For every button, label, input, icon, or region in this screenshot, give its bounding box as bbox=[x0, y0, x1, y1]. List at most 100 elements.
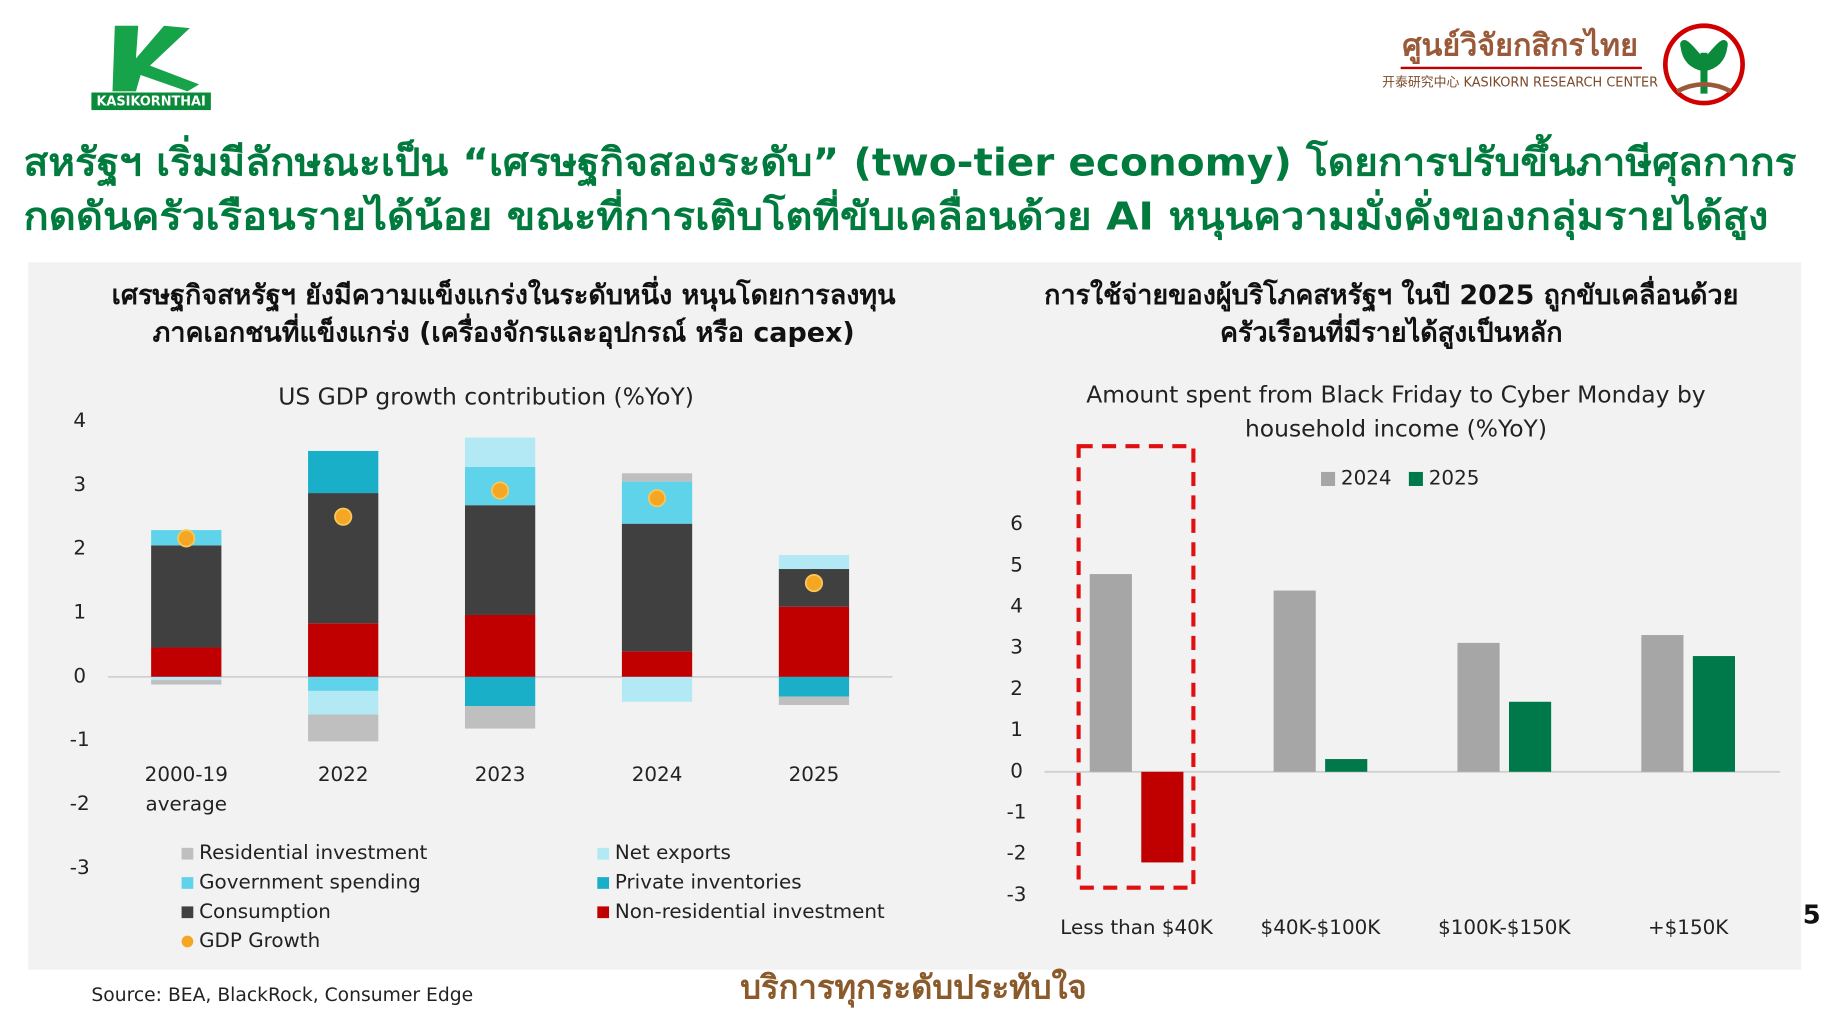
kasikorn-logo: KASIKORNTHAI bbox=[91, 25, 211, 111]
bar-segment bbox=[621, 523, 693, 652]
bar-segment bbox=[778, 676, 850, 697]
y-tick-label: 2 bbox=[1010, 677, 1023, 700]
page-number: 5 bbox=[1803, 900, 1821, 930]
bar-segment bbox=[621, 651, 693, 677]
y-tick-label: 3 bbox=[1010, 636, 1023, 659]
legend-swatch bbox=[597, 906, 610, 919]
bar-segment bbox=[778, 554, 850, 570]
gdp-marker bbox=[647, 489, 667, 508]
x-tick-label: $100K-$150K bbox=[1438, 916, 1571, 939]
source: Source: BEA, BlackRock, Consumer Edge bbox=[91, 985, 473, 1006]
x-tick-label-box: 2025 bbox=[788, 763, 840, 787]
bar-segment bbox=[308, 690, 379, 715]
bar-segment bbox=[464, 505, 536, 615]
legend-label: Residential investment bbox=[199, 841, 427, 864]
bar-segment bbox=[308, 676, 379, 691]
bar-segment bbox=[621, 473, 693, 482]
slogan: บริการทุกระดับประทับใจ bbox=[740, 968, 1087, 1009]
legend-label: Consumption bbox=[199, 900, 331, 923]
chart-title: Amount spent from Black Friday to Cyber … bbox=[1086, 380, 1706, 408]
bar-segment bbox=[308, 623, 379, 677]
bar-segment bbox=[151, 680, 222, 685]
panel-heading: เศรษฐกิจสหรัฐฯ ยังมีความแข็งแกร่งในระดับ… bbox=[112, 275, 896, 313]
x-tick-label: 2024 bbox=[631, 763, 683, 787]
legend-swatch bbox=[597, 847, 610, 860]
bar-segment bbox=[151, 647, 222, 677]
bar-segment bbox=[464, 676, 536, 707]
bar-segment bbox=[151, 676, 222, 681]
bar bbox=[1508, 701, 1552, 772]
research-center-thai: ศูนย์วิจัยกสิกรไทย bbox=[1402, 27, 1638, 64]
bar bbox=[1692, 656, 1736, 772]
bar bbox=[1141, 771, 1184, 863]
panel-heading: ครัวเรือนที่มีรายได้สูงเป็นหลัก bbox=[1220, 312, 1563, 349]
y-tick-label: 0 bbox=[73, 664, 86, 687]
legend-label: Government spending bbox=[199, 870, 421, 893]
panel-heading: ภาคเอกชนที่แข็งแกร่ง (เครื่องจักรและอุปก… bbox=[153, 312, 855, 349]
research-center-en: 开泰研究中心 KASIKORN RESEARCH CENTER bbox=[1382, 76, 1658, 91]
x-tick-label: 2000-19 average bbox=[144, 763, 228, 817]
gdp-marker bbox=[491, 481, 510, 500]
y-tick-label: 6 bbox=[1010, 512, 1023, 535]
y-tick-label: 0 bbox=[1010, 759, 1023, 782]
x-tick-label: 2022 bbox=[317, 763, 369, 787]
y-tick-label: 5 bbox=[1010, 553, 1023, 576]
legend-label: Non-residential investment bbox=[615, 900, 885, 923]
x-tick-label: $40K-$100K bbox=[1261, 916, 1382, 939]
y-tick-label: 4 bbox=[1010, 595, 1023, 618]
legend-swatch bbox=[181, 847, 194, 860]
bar bbox=[1325, 759, 1368, 772]
legend-swatch bbox=[181, 877, 194, 889]
y-tick-label: 3 bbox=[73, 473, 86, 496]
bar-segment bbox=[308, 714, 379, 742]
y-tick-label: -2 bbox=[70, 792, 90, 815]
x-tick-label-box: 2000-19 average bbox=[144, 763, 228, 817]
slide-title: กดดันครัวเรือนรายได้น้อย ขณะที่การเติบโต… bbox=[23, 188, 1768, 240]
bar-segment bbox=[778, 606, 850, 677]
bar bbox=[1273, 590, 1316, 772]
legend-swatch bbox=[1321, 471, 1336, 486]
y-tick-label: -3 bbox=[1007, 883, 1027, 906]
y-tick-label: 2 bbox=[73, 537, 86, 560]
bar-segment bbox=[464, 437, 536, 467]
legend-label: GDP Growth bbox=[199, 929, 320, 952]
bar-segment bbox=[151, 545, 222, 648]
gdp-marker bbox=[804, 573, 824, 593]
slide-title: สหรัฐฯ เริ่มมีลักษณะเป็น “เศรษฐกิจสองระด… bbox=[23, 134, 1796, 188]
legend-label: Net exports bbox=[615, 841, 731, 864]
x-tick-label-box: 2024 bbox=[631, 763, 683, 787]
brand-name: KASIKORNTHAI bbox=[96, 94, 205, 109]
y-tick-label: 1 bbox=[73, 601, 86, 624]
y-tick-label: -3 bbox=[70, 856, 90, 879]
legend-swatch bbox=[597, 877, 610, 889]
gdp-marker bbox=[334, 507, 353, 526]
x-tick-label: Less than $40K bbox=[1060, 916, 1214, 939]
y-tick-label: -1 bbox=[70, 728, 90, 751]
bar bbox=[1641, 635, 1684, 772]
bar-segment bbox=[464, 706, 536, 729]
bar bbox=[1089, 574, 1132, 772]
bar-segment bbox=[621, 676, 693, 702]
x-tick-label: 2025 bbox=[788, 763, 840, 787]
chart-title: household income (%YoY) bbox=[1245, 414, 1547, 442]
research-logo: ศูนย์วิจัยกสิกรไทย 开泰研究中心 KASIKORN RESEA… bbox=[1382, 23, 1745, 106]
y-tick-label: -2 bbox=[1007, 842, 1027, 865]
legend-swatch bbox=[1408, 471, 1423, 486]
legend-swatch bbox=[181, 906, 194, 919]
highlight-box bbox=[1076, 444, 1196, 890]
y-tick-label: -1 bbox=[1007, 801, 1027, 824]
bar bbox=[1457, 642, 1500, 772]
legend-label: Private inventories bbox=[615, 870, 802, 893]
y-tick-label: 4 bbox=[73, 409, 86, 432]
x-tick-label-box: 2023 bbox=[474, 763, 526, 787]
chart-title: US GDP growth contribution (%YoY) bbox=[278, 383, 694, 411]
panel-heading: การใช้จ่ายของผู้บริโภคสหรัฐฯ ในปี 2025 ถ… bbox=[1044, 275, 1738, 313]
gdp-marker bbox=[177, 529, 196, 548]
x-tick-label: +$150K bbox=[1648, 916, 1729, 939]
legend-label: 2024 bbox=[1341, 466, 1392, 489]
legend-swatch bbox=[181, 935, 194, 948]
x-tick-label-box: 2022 bbox=[317, 763, 369, 787]
x-tick-label: 2023 bbox=[474, 763, 526, 787]
legend-label: 2025 bbox=[1429, 466, 1480, 489]
